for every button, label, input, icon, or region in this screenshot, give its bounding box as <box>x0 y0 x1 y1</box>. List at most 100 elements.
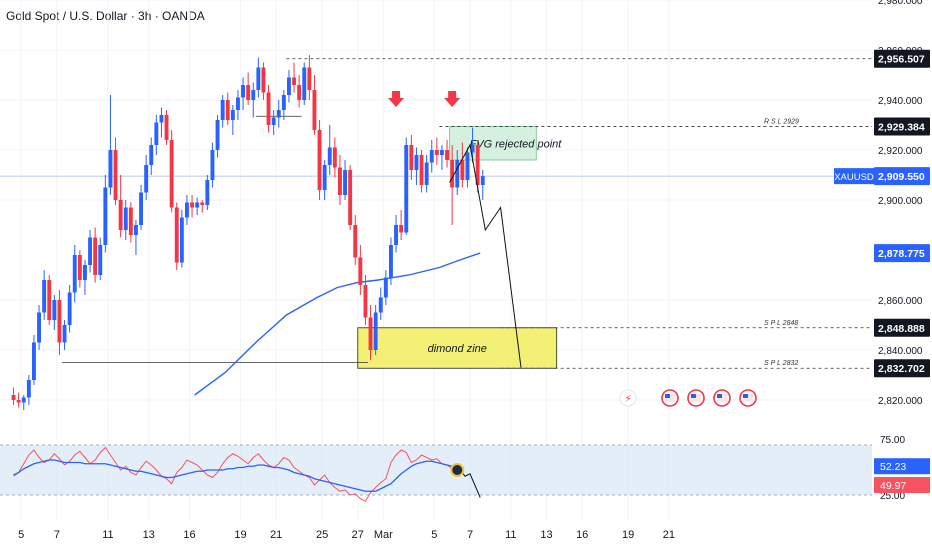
ma-line <box>194 252 481 396</box>
rsi-tick-label: 75.00 <box>880 435 905 446</box>
candle-body <box>195 202 200 208</box>
symbol-tag-box <box>834 168 874 185</box>
candle-body <box>123 207 128 230</box>
time-axis: 5 7 11 13 16 19 21 25 27 Mar 5 7 11 13 16 19 21 <box>18 529 675 541</box>
time-tick-label: 11 <box>505 529 516 541</box>
price-label-box <box>874 167 930 186</box>
moving-average <box>194 252 481 396</box>
candle-body <box>460 160 465 180</box>
candle-body <box>93 237 98 275</box>
price-label-box <box>874 117 930 136</box>
time-tick-label: 16 <box>576 529 588 541</box>
down-arrow-icon <box>444 91 461 107</box>
time-tick-label: 16 <box>183 529 195 541</box>
zones: FVG rejected point dimond zine <box>357 126 562 369</box>
candle-body <box>383 277 388 298</box>
candle-body <box>327 147 332 165</box>
candle-body <box>261 67 266 93</box>
candles <box>11 55 485 410</box>
candle-body <box>103 187 108 245</box>
candle-body <box>62 325 67 343</box>
down-arrow-icon <box>388 91 405 107</box>
candle-body <box>154 122 159 145</box>
candle-body <box>246 85 251 100</box>
candle-body <box>190 202 194 208</box>
candle-body <box>378 297 383 313</box>
candle-body <box>149 145 154 165</box>
candle-body <box>52 300 57 320</box>
candle-body <box>251 90 256 100</box>
chart-title: Gold Spot / U.S. Dollar · 3h · OANDA <box>6 9 205 23</box>
candle-body <box>373 312 378 350</box>
candle-body <box>470 145 475 153</box>
time-tick-label: 11 <box>102 529 113 541</box>
price-tick-label: 2,900.000 <box>878 196 923 207</box>
candle-body <box>37 312 41 343</box>
symbol-tag: XAUUSD <box>834 172 874 183</box>
candle-body <box>256 67 261 90</box>
us-flag-canton <box>665 394 670 398</box>
candle-body <box>276 110 281 118</box>
rsi-line <box>13 446 458 502</box>
time-tick-label: 13 <box>540 529 552 541</box>
candle-body <box>363 285 368 318</box>
us-flag-canton <box>717 394 722 398</box>
candle-body <box>353 225 358 258</box>
candle-body <box>266 92 271 125</box>
candle-body <box>480 176 485 185</box>
demand-zone <box>357 327 558 369</box>
time-tick-label: 5 <box>431 529 437 541</box>
candle-body <box>108 150 113 188</box>
candle-body <box>225 100 230 120</box>
candle-body <box>287 77 291 95</box>
candle-body <box>429 150 434 163</box>
candle-body <box>271 117 276 125</box>
rsi-ma-line <box>13 459 458 492</box>
candle-body <box>77 255 82 280</box>
candle-body <box>179 217 184 263</box>
candle-body <box>174 207 179 263</box>
candle-body <box>67 292 72 325</box>
level-line-label: S P L 2832 <box>764 360 798 367</box>
candle-body <box>134 225 138 235</box>
price-tick-label: 2,860.000 <box>878 296 923 307</box>
time-tick-label: 27 <box>352 529 364 541</box>
price-tick-label: 2,820.000 <box>878 396 923 407</box>
fvg-zone <box>449 126 537 161</box>
candle-body <box>424 162 429 185</box>
projection-line <box>449 143 522 368</box>
candle-body <box>118 200 123 230</box>
time-tick-label: 7 <box>467 529 473 541</box>
lightning-glyph-icon: ⚡ <box>624 394 631 405</box>
projection-path <box>449 143 522 368</box>
price-label: 2,878.775 <box>878 248 925 260</box>
price-label: 2,909.550 <box>878 171 925 183</box>
time-tick-label: 5 <box>18 529 24 541</box>
level-line-label: R S L 2929 <box>764 119 799 126</box>
grid <box>0 0 872 520</box>
candle-body <box>164 115 169 140</box>
candle-body <box>368 317 373 350</box>
candle-body <box>292 77 296 85</box>
candle-body <box>455 160 460 188</box>
candle-body <box>312 90 317 130</box>
candle-body <box>98 245 103 275</box>
candle-body <box>338 167 342 195</box>
candle-body <box>230 110 235 120</box>
candle-body <box>200 202 205 205</box>
candle-body <box>348 170 353 225</box>
lightning-event-icon[interactable] <box>619 389 637 407</box>
level-line-label: S P L 2848 <box>764 320 798 327</box>
candle-body <box>88 237 92 265</box>
candle-body <box>16 400 21 403</box>
candle-body <box>205 180 210 205</box>
candle-body <box>220 100 225 120</box>
candle-body <box>139 192 143 225</box>
price-label: 2,929.384 <box>878 122 925 134</box>
rsi-value-label: 49.97 <box>880 480 906 492</box>
price-label: 2,832.702 <box>878 363 925 375</box>
time-tick-label: Mar <box>374 529 393 541</box>
candle-body <box>419 155 424 185</box>
time-tick-label: 19 <box>234 529 246 541</box>
